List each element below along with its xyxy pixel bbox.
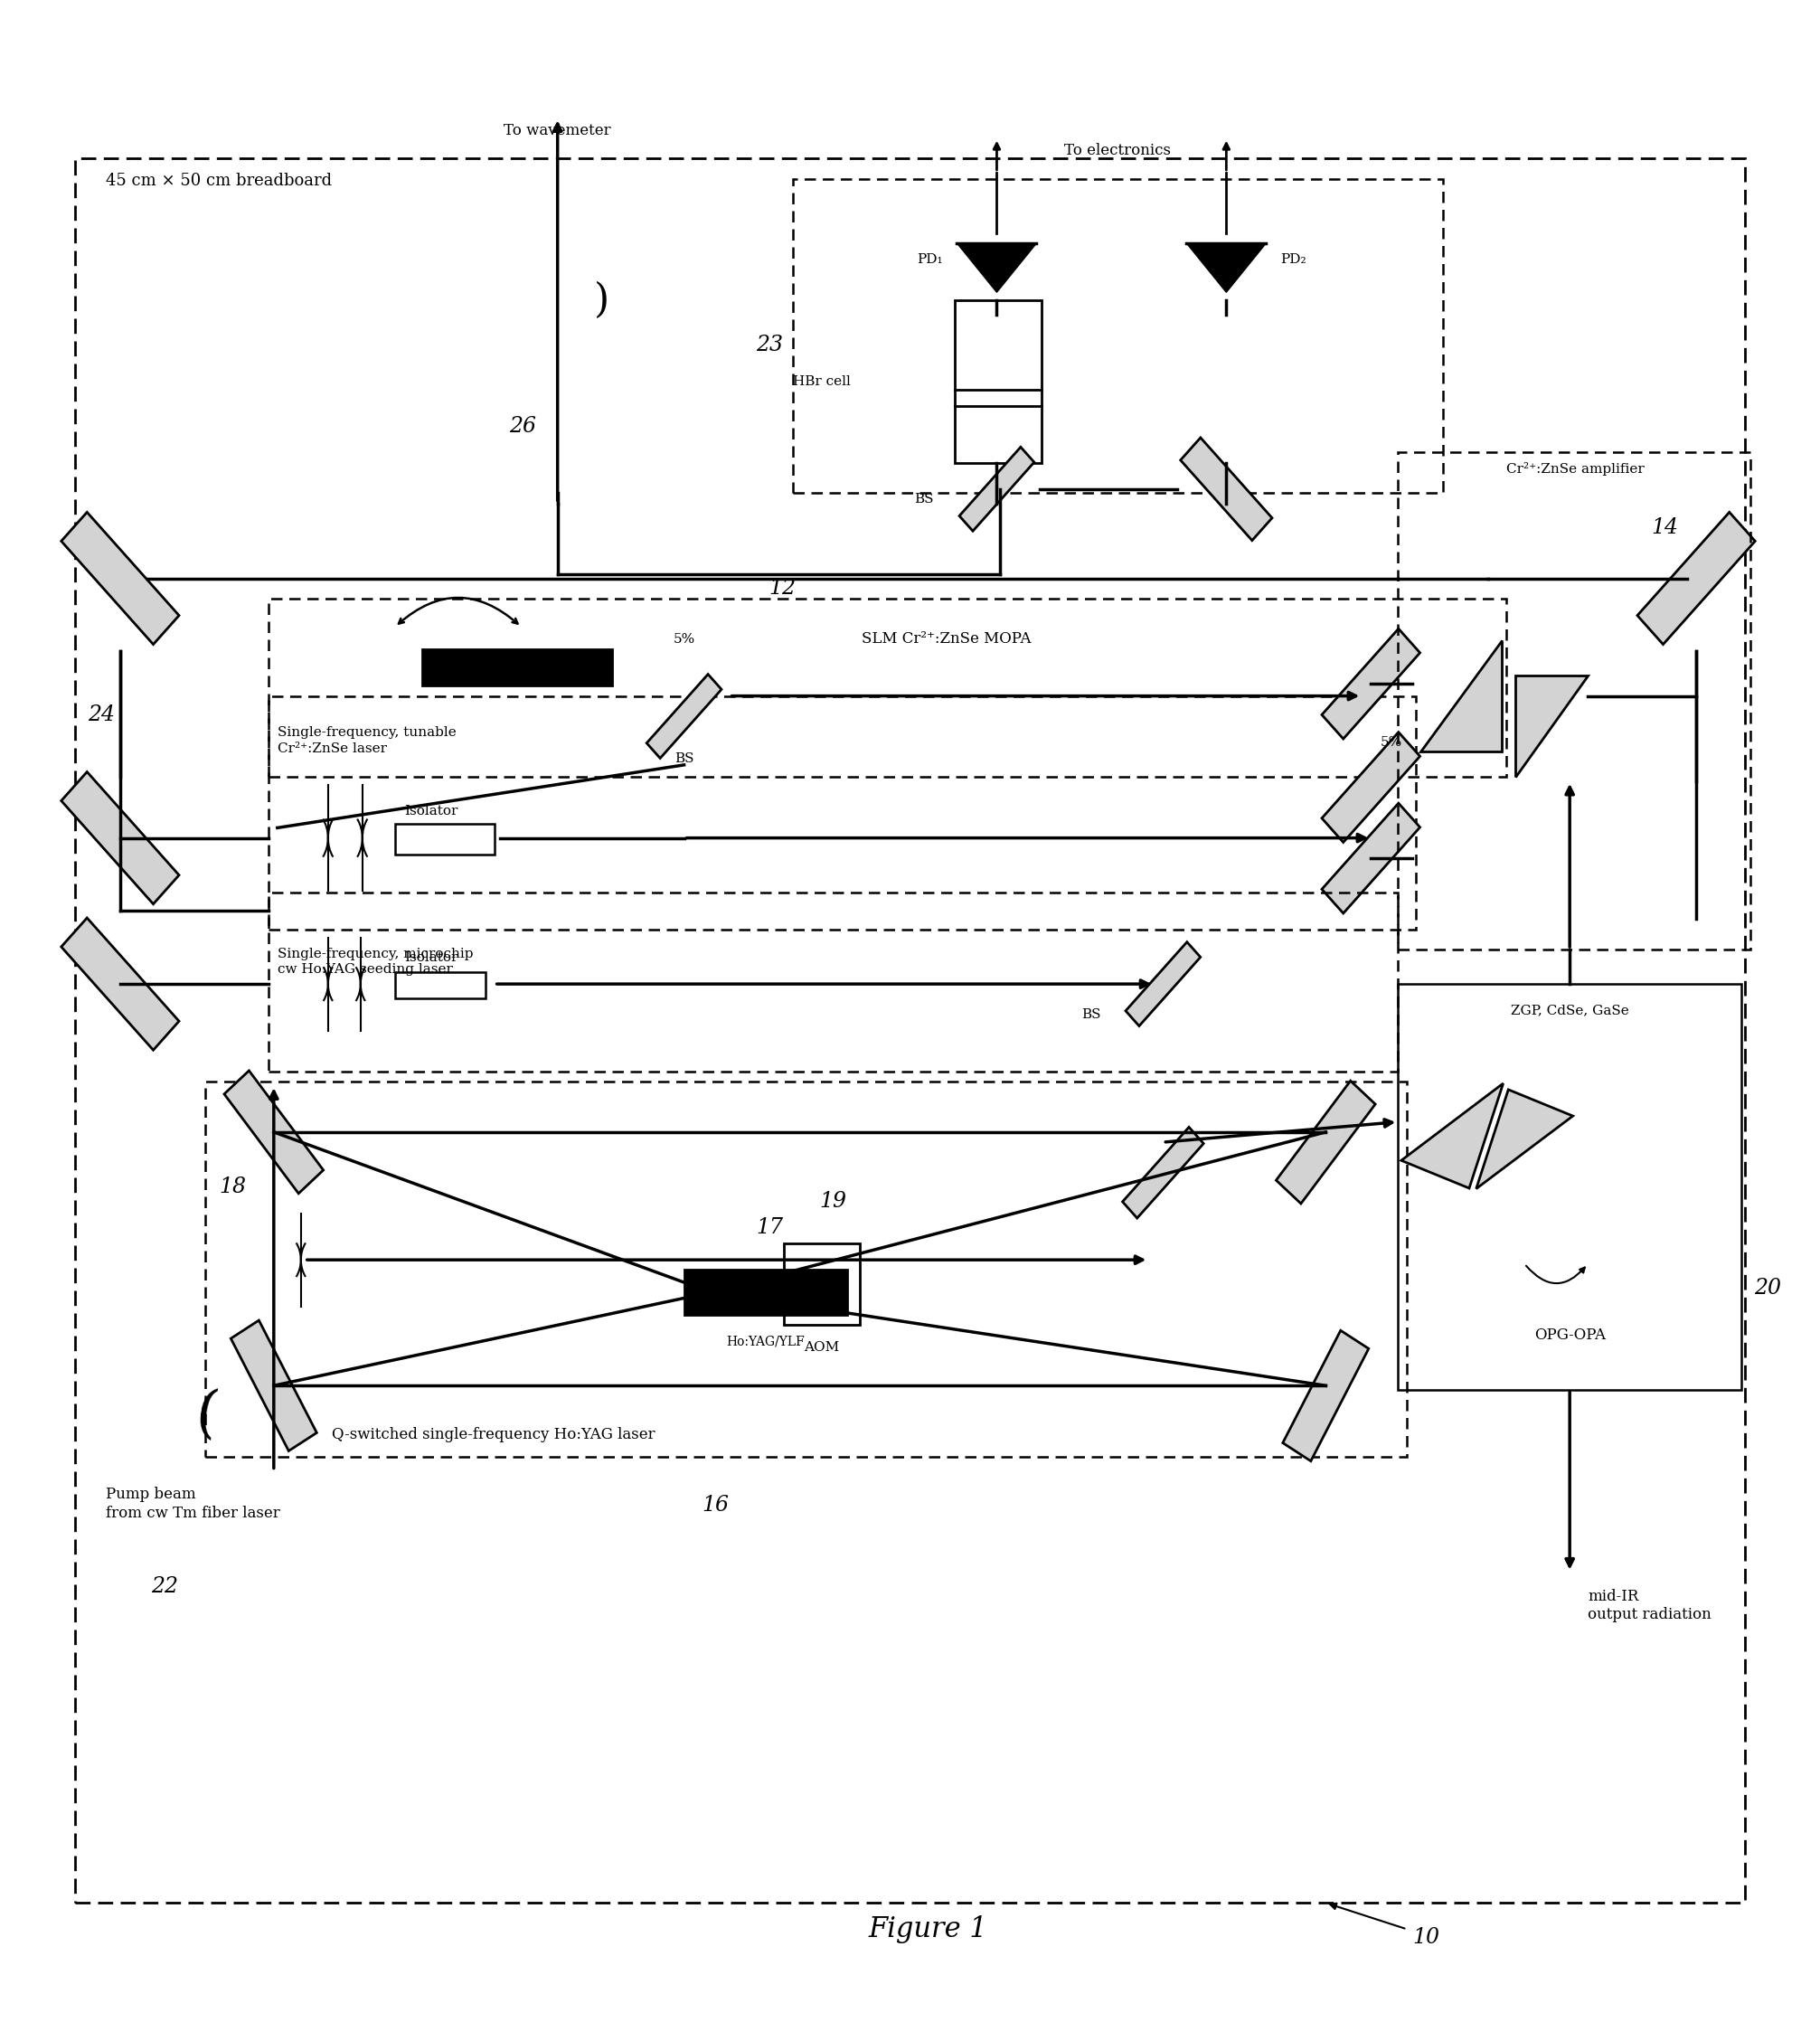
Polygon shape [1421,641,1501,751]
Polygon shape [646,674,721,757]
Polygon shape [1321,804,1420,912]
Text: PD₁: PD₁ [917,253,943,265]
Polygon shape [1321,629,1420,739]
Polygon shape [395,825,495,855]
Text: HBr cell: HBr cell [792,376,850,388]
Text: 10: 10 [1412,1927,1440,1947]
Text: ZGP, CdSe, GaSe: ZGP, CdSe, GaSe [1511,1004,1629,1016]
Text: 23: 23 [757,335,783,355]
Text: Figure 1: Figure 1 [868,1914,988,1943]
Text: ): ) [593,282,610,320]
Polygon shape [62,918,178,1049]
Polygon shape [1516,676,1587,778]
Text: To electronics: To electronics [1065,143,1172,159]
Text: PD₂: PD₂ [1281,253,1307,265]
Text: 24: 24 [87,704,115,725]
Polygon shape [1283,1331,1369,1461]
Text: 17: 17 [757,1216,783,1239]
Polygon shape [957,243,1037,292]
Text: OPG-OPA: OPG-OPA [1534,1327,1605,1343]
Text: Cr²⁺:ZnSe amplifier: Cr²⁺:ZnSe amplifier [1507,461,1643,476]
Polygon shape [1187,243,1267,292]
Polygon shape [62,512,178,645]
Text: 26: 26 [510,416,535,437]
Text: Single-frequency, tunable
Cr²⁺:ZnSe laser: Single-frequency, tunable Cr²⁺:ZnSe lase… [277,727,457,755]
Text: AOM: AOM [804,1341,839,1353]
Text: SLM Cr²⁺:ZnSe MOPA: SLM Cr²⁺:ZnSe MOPA [861,631,1030,647]
Text: Single-frequency, microchip
cw Ho:YAG seeding laser: Single-frequency, microchip cw Ho:YAG se… [277,947,473,976]
Polygon shape [1123,1127,1203,1218]
Text: 16: 16 [703,1496,730,1516]
Text: mid-IR
output radiation: mid-IR output radiation [1587,1588,1711,1623]
Text: BS: BS [675,753,693,765]
Polygon shape [1125,943,1201,1027]
Text: 20: 20 [1754,1278,1782,1298]
Polygon shape [62,771,178,904]
Text: Ho:YAG/YLF: Ho:YAG/YLF [726,1335,804,1347]
Text: 22: 22 [151,1576,178,1596]
Text: 19: 19 [819,1190,846,1212]
Text: 5%: 5% [1380,737,1401,749]
Polygon shape [224,1072,324,1194]
Polygon shape [422,649,612,686]
Text: 45 cm × 50 cm breadboard: 45 cm × 50 cm breadboard [106,173,331,190]
Text: To wavemeter: To wavemeter [504,122,612,139]
Text: Isolator: Isolator [404,951,457,963]
Text: Q-switched single-frequency Ho:YAG laser: Q-switched single-frequency Ho:YAG laser [331,1427,655,1443]
Polygon shape [1476,1090,1572,1188]
Polygon shape [684,1270,846,1314]
Polygon shape [1321,733,1420,843]
Polygon shape [1276,1082,1376,1204]
Text: (: ( [193,1388,222,1445]
Polygon shape [395,972,486,998]
Polygon shape [1181,437,1272,541]
Text: Isolator: Isolator [404,804,457,818]
Text: BS: BS [1081,1008,1101,1020]
Text: Pump beam
from cw Tm fiber laser: Pump beam from cw Tm fiber laser [106,1488,280,1521]
Text: 18: 18 [220,1178,248,1198]
Text: 12: 12 [770,578,795,600]
Text: BS: BS [914,492,934,506]
Polygon shape [1401,1084,1503,1188]
Text: 5%: 5% [673,633,695,645]
Polygon shape [959,447,1034,531]
Polygon shape [1638,512,1754,645]
Text: 14: 14 [1651,518,1678,539]
Polygon shape [231,1321,317,1451]
